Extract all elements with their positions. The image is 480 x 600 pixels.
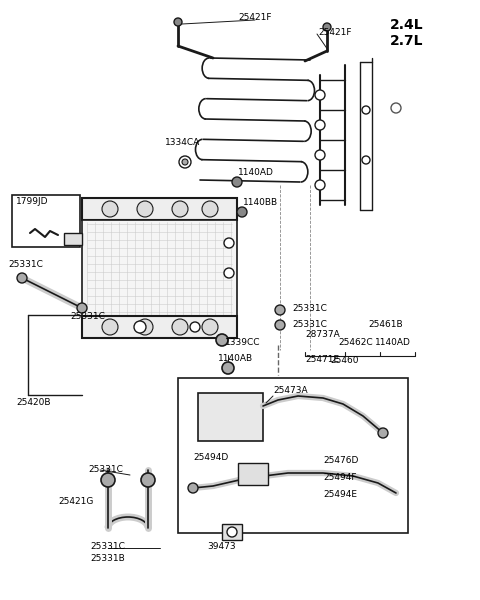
Circle shape [362, 156, 370, 164]
Circle shape [190, 322, 200, 332]
Circle shape [202, 201, 218, 217]
Circle shape [378, 428, 388, 438]
Text: 25494D: 25494D [193, 453, 228, 462]
Text: 39473: 39473 [208, 542, 236, 551]
Text: 25420B: 25420B [16, 398, 50, 407]
Circle shape [137, 201, 153, 217]
Circle shape [391, 103, 401, 113]
Circle shape [172, 201, 188, 217]
Text: 25421G: 25421G [58, 497, 94, 506]
Circle shape [102, 319, 118, 335]
Circle shape [315, 180, 325, 190]
Text: 25331C: 25331C [88, 465, 123, 474]
Text: 1339CC: 1339CC [225, 338, 261, 347]
Circle shape [323, 23, 331, 31]
Circle shape [224, 238, 234, 248]
Text: 25460: 25460 [330, 356, 359, 365]
Circle shape [237, 207, 247, 217]
Circle shape [77, 303, 87, 313]
Bar [82, 316, 237, 338]
Text: 25461B: 25461B [368, 320, 403, 329]
Bar [82, 198, 237, 220]
Circle shape [315, 150, 325, 160]
Bar [12, 195, 80, 247]
Text: 1799JD: 1799JD [16, 197, 48, 206]
Circle shape [101, 473, 115, 487]
Text: 2.4L: 2.4L [390, 18, 424, 32]
Text: 25331C: 25331C [292, 320, 327, 329]
Bar [64, 233, 82, 245]
Circle shape [315, 90, 325, 100]
Text: 1334CA: 1334CA [165, 138, 200, 147]
Text: 28737A: 28737A [305, 330, 340, 339]
Text: 25473A: 25473A [273, 386, 308, 395]
Circle shape [174, 18, 182, 26]
Circle shape [232, 177, 242, 187]
Circle shape [179, 156, 191, 168]
Text: 25331C: 25331C [292, 304, 327, 313]
Text: 25494E: 25494E [323, 490, 357, 499]
Circle shape [17, 273, 27, 283]
Text: 25476D: 25476D [323, 456, 359, 465]
Circle shape [172, 319, 188, 335]
Circle shape [275, 320, 285, 330]
Circle shape [182, 159, 188, 165]
Circle shape [275, 305, 285, 315]
Text: 25494F: 25494F [323, 473, 357, 482]
Bar [82, 220, 237, 316]
Text: 1140AD: 1140AD [375, 338, 411, 347]
Circle shape [141, 473, 155, 487]
Circle shape [227, 527, 237, 537]
Text: 25331B: 25331B [91, 554, 125, 563]
Circle shape [102, 201, 118, 217]
Circle shape [315, 120, 325, 130]
Text: 25421F: 25421F [238, 13, 272, 22]
Circle shape [202, 319, 218, 335]
Circle shape [224, 268, 234, 278]
Text: 1140AD: 1140AD [238, 168, 274, 177]
Text: 25462C: 25462C [338, 338, 372, 347]
Circle shape [137, 319, 153, 335]
Text: 25471E: 25471E [305, 355, 339, 364]
Bar [222, 524, 242, 540]
Text: 1140BB: 1140BB [243, 198, 278, 207]
Bar [238, 463, 268, 485]
Bar [198, 393, 263, 441]
Text: 25331C: 25331C [70, 312, 105, 321]
Text: 25331C: 25331C [8, 260, 43, 269]
Text: 25421F: 25421F [318, 28, 351, 37]
Circle shape [188, 483, 198, 493]
Text: 2.7L: 2.7L [390, 34, 423, 48]
Bar [178, 378, 408, 533]
Circle shape [216, 334, 228, 346]
Text: 1140AB: 1140AB [218, 354, 253, 363]
Text: 25331C: 25331C [91, 542, 125, 551]
Circle shape [222, 362, 234, 374]
Circle shape [362, 106, 370, 114]
Circle shape [134, 321, 146, 333]
